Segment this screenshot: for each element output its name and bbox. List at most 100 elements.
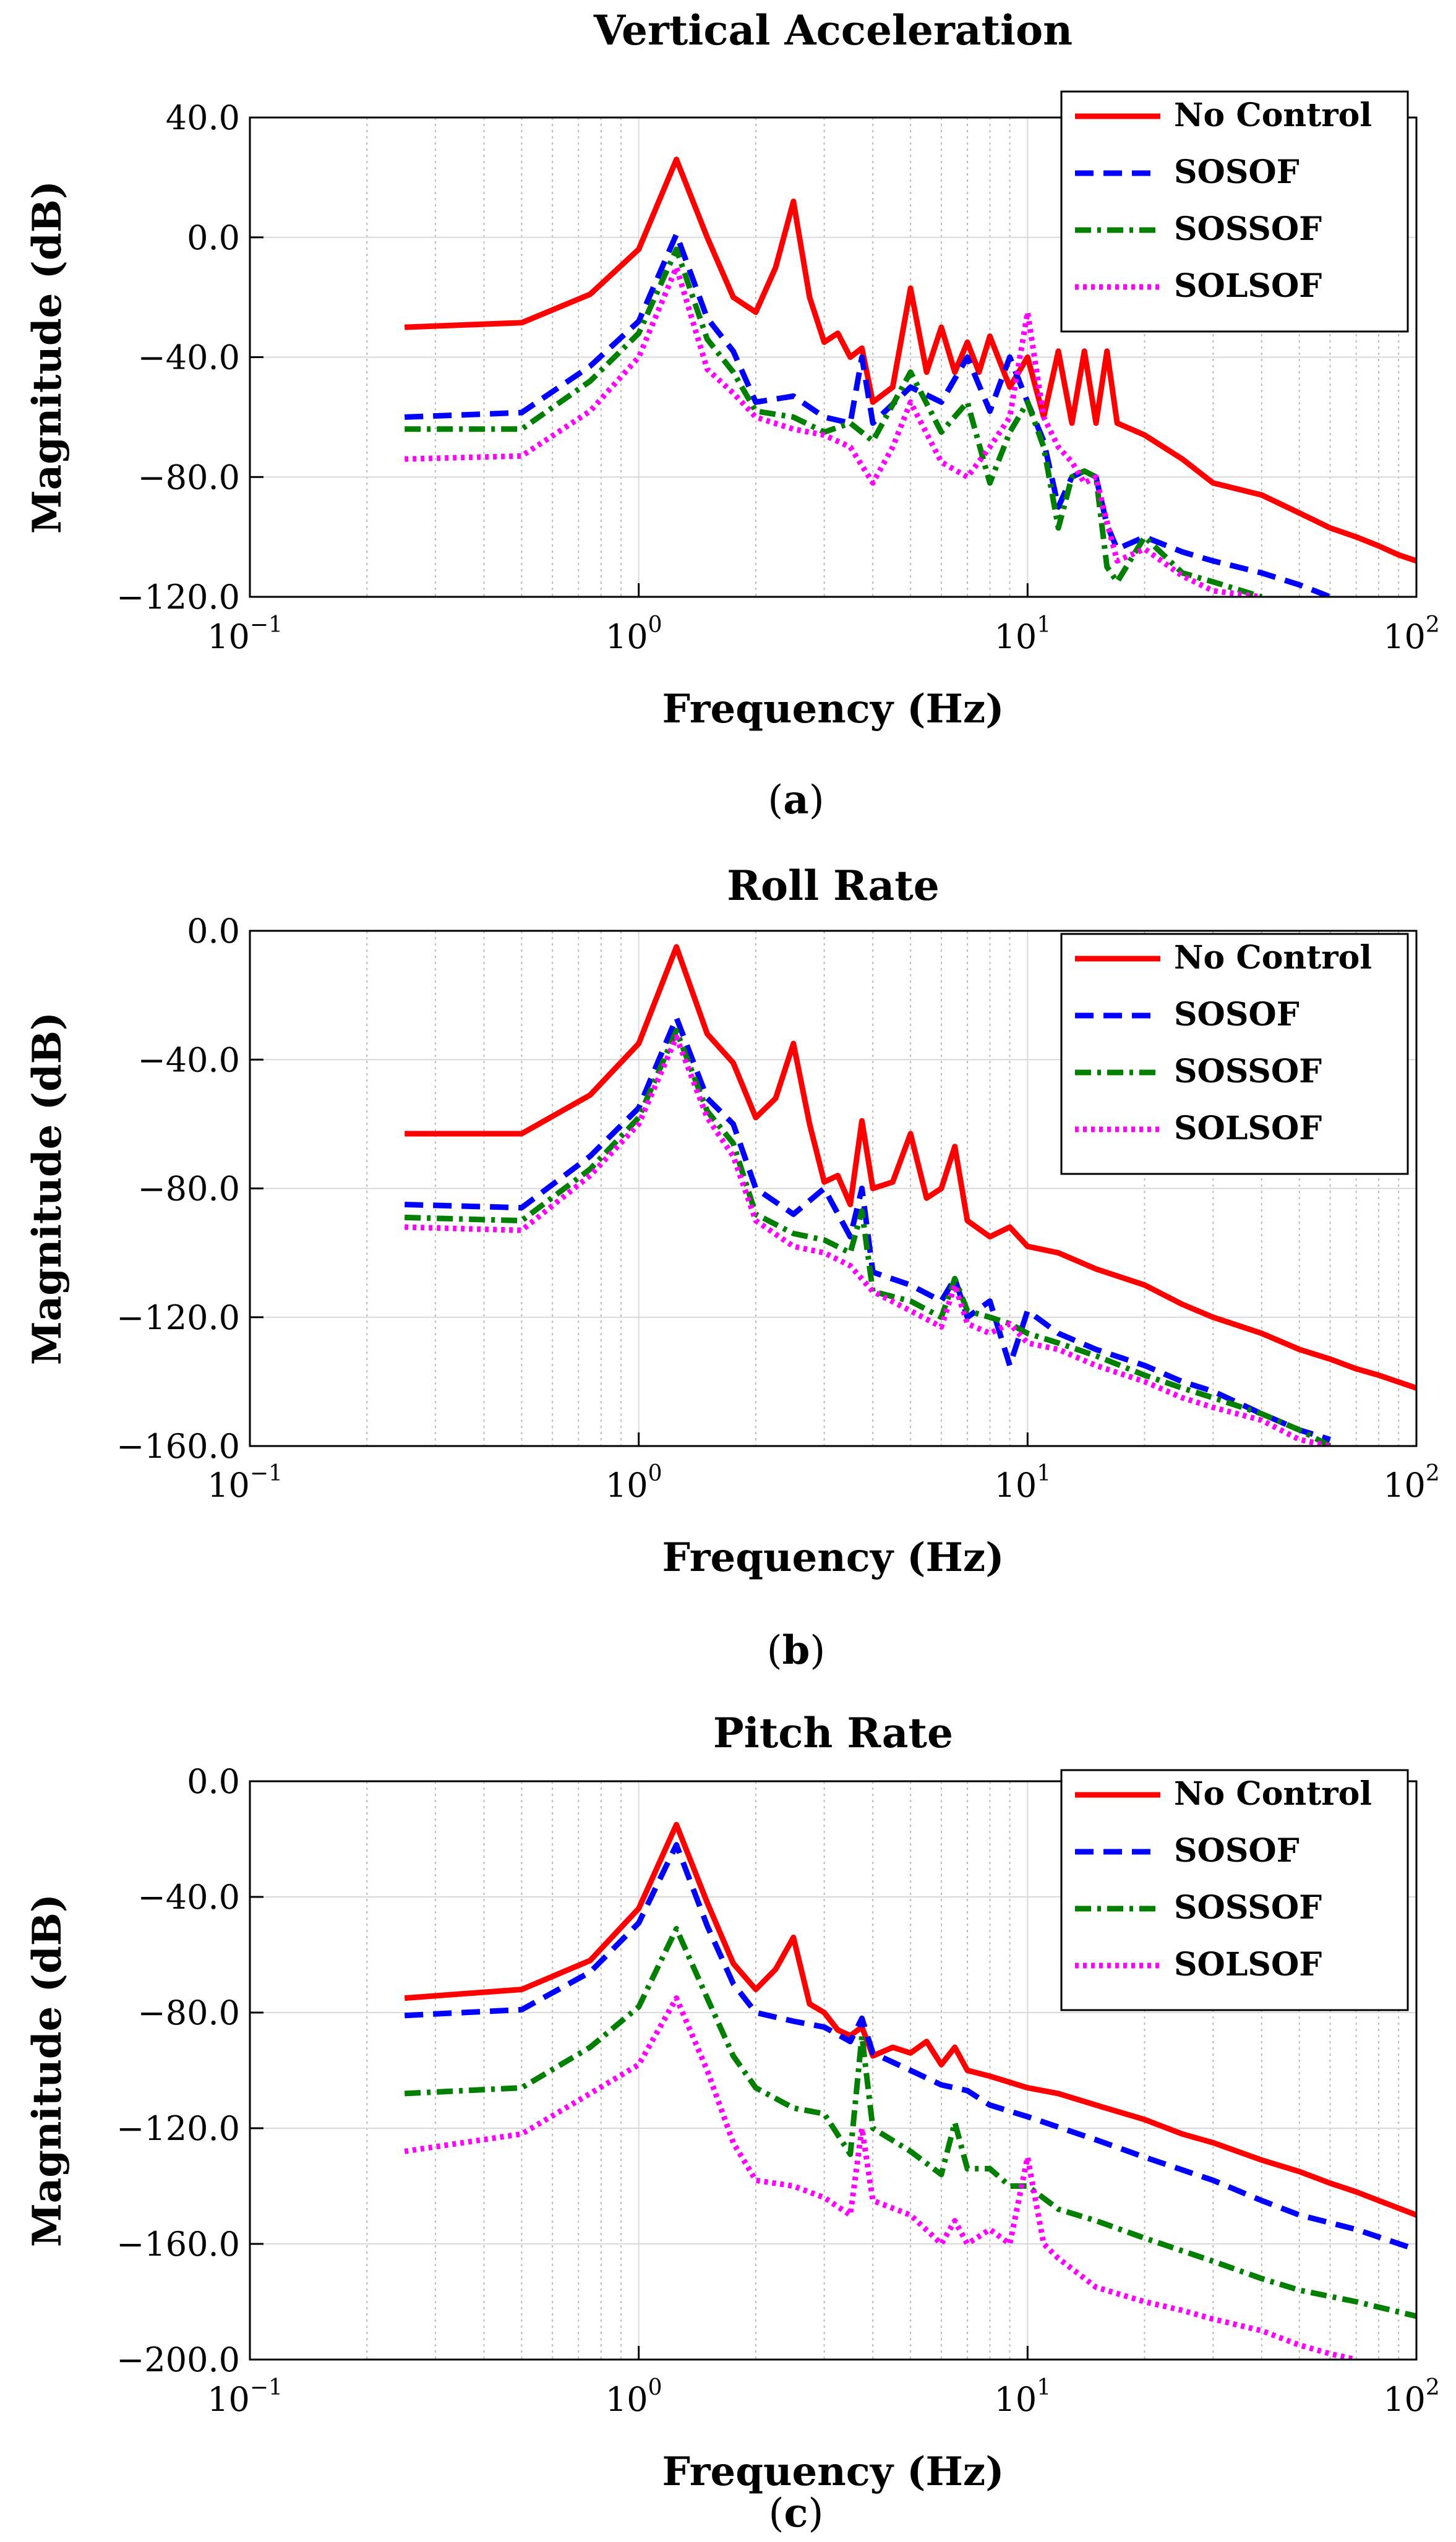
x-tick-base: 10	[1383, 617, 1426, 656]
x-tick-label: 102	[1383, 612, 1440, 656]
x-tick-label: 102	[1383, 1461, 1440, 1505]
legend-label-solsof: SOLSOF	[1174, 1946, 1322, 1984]
chart-title: Vertical Acceleration	[593, 6, 1073, 54]
legend: No Control SOSOF SOSSOF SOLSOF	[1060, 933, 1409, 1175]
x-tick-label: 10−1	[207, 1461, 283, 1505]
legend-label-no-control: No Control	[1174, 1775, 1372, 1813]
x-tick-base: 10	[995, 617, 1037, 656]
caption-close: )	[809, 777, 824, 823]
caption-close: )	[810, 1628, 825, 1674]
panel-caption: (b)	[767, 1627, 826, 1674]
x-tick-label: 101	[995, 612, 1051, 656]
y-axis-label: Magnitude (dB)	[24, 1894, 71, 2247]
series-line-solsof	[405, 1034, 1331, 1446]
y-tick-label: −120.0	[116, 578, 240, 617]
x-tick-label: 100	[606, 612, 662, 656]
x-tick-exponent: 2	[1426, 1461, 1440, 1486]
y-tick-label: −40.0	[138, 338, 240, 377]
legend-label-sossof: SOSSOF	[1174, 1053, 1322, 1090]
legend: No Control SOSOF SOSSOF SOLSOF	[1060, 1769, 1409, 2011]
chart-title: Roll Rate	[727, 862, 940, 910]
legend-label-sosof: SOSOF	[1174, 1832, 1300, 1870]
legend: No Control SOSOF SOSSOF SOLSOF	[1060, 90, 1409, 333]
x-tick-exponent: 0	[648, 612, 662, 638]
caption-open: (	[768, 777, 783, 823]
panel-caption: (a)	[768, 777, 824, 823]
y-tick-label: 0.0	[187, 218, 240, 257]
caption-letter: c	[784, 2490, 808, 2536]
legend-label-sosof: SOSOF	[1174, 996, 1300, 1033]
x-tick-label: 101	[995, 2375, 1051, 2419]
legend-label-solsof: SOLSOF	[1174, 1110, 1322, 1147]
series-group	[405, 156, 1416, 597]
x-tick-exponent: 2	[1426, 2375, 1440, 2400]
x-tick-label: 102	[1383, 2375, 1440, 2419]
x-tick-label: 100	[606, 2375, 662, 2419]
legend-label-sosof: SOSOF	[1174, 153, 1300, 191]
y-tick-label: −200.0	[116, 2340, 240, 2379]
x-axis-label: Frequency (Hz)	[662, 2449, 1004, 2495]
x-tick-label: 101	[995, 1461, 1051, 1505]
legend-box	[1060, 933, 1409, 1175]
y-tick-label: −160.0	[116, 2225, 240, 2264]
caption-open: (	[767, 1628, 782, 1674]
legend-box	[1060, 1769, 1409, 2011]
y-tick-label: −80.0	[138, 1170, 240, 1209]
series-line-sosof	[405, 231, 1332, 597]
legend-box	[1060, 90, 1409, 333]
x-tick-base: 10	[995, 2380, 1037, 2419]
x-tick-base: 10	[1383, 1466, 1426, 1505]
y-tick-label: −80.0	[138, 458, 240, 497]
series-line-solsof	[404, 1995, 1357, 2360]
x-tick-base: 10	[606, 2380, 648, 2419]
y-tick-label: −120.0	[116, 1298, 240, 1337]
y-tick-label: −160.0	[116, 1427, 240, 1466]
legend-label-sossof: SOSSOF	[1174, 1889, 1322, 1927]
series-line-sossof	[404, 1925, 1416, 2319]
x-tick-exponent: 1	[1037, 2375, 1051, 2400]
x-tick-exponent: −1	[250, 1461, 283, 1486]
panel-caption: (c)	[769, 2490, 824, 2536]
y-tick-label: −80.0	[138, 1993, 240, 2032]
caption-letter: b	[782, 1627, 810, 1674]
x-tick-base: 10	[995, 1466, 1037, 1505]
series-line-no-control	[405, 944, 1416, 1391]
x-tick-base: 10	[207, 617, 250, 656]
x-tick-exponent: −1	[250, 2375, 283, 2400]
series-line-no-control	[405, 156, 1416, 564]
chart-pitch-rate: Pitch Rate 0.0 −40.0 −80.0 −120.0 −160.0 −200.…	[24, 1709, 1440, 2536]
x-tick-label: 10−1	[207, 2375, 283, 2419]
series-line-sosof	[404, 1842, 1416, 2253]
x-tick-base: 10	[606, 1466, 648, 1505]
chart-title: Pitch Rate	[713, 1709, 953, 1757]
x-axis-label: Frequency (Hz)	[662, 1534, 1004, 1581]
caption-letter: a	[783, 777, 808, 823]
x-tick-exponent: 1	[1037, 612, 1051, 638]
x-tick-exponent: 0	[648, 2375, 662, 2400]
y-tick-label: 0.0	[187, 912, 240, 951]
caption-open: (	[769, 2491, 784, 2536]
x-tick-base: 10	[207, 2380, 250, 2419]
x-tick-exponent: 2	[1426, 612, 1440, 638]
series-line-sosof	[405, 1015, 1331, 1442]
x-tick-label: 100	[606, 1461, 662, 1505]
chart-vertical-acceleration: Vertical Acceleration 40.0 0.0 −40.0 −80.0 −1…	[24, 6, 1440, 823]
series-line-sossof	[405, 246, 1263, 597]
series-group	[404, 1821, 1416, 2360]
legend-label-no-control: No Control	[1174, 96, 1372, 134]
y-axis-label: Magnitude (dB)	[24, 181, 71, 534]
x-tick-exponent: −1	[250, 612, 283, 638]
y-tick-label: −40.0	[138, 1878, 240, 1917]
x-tick-exponent: 0	[648, 1461, 662, 1486]
legend-label-solsof: SOLSOF	[1174, 267, 1322, 305]
series-group	[405, 944, 1416, 1446]
x-axis-label: Frequency (Hz)	[662, 686, 1004, 732]
legend-label-no-control: No Control	[1174, 939, 1372, 977]
y-tick-label: 0.0	[187, 1762, 240, 1801]
x-tick-label: 10−1	[207, 612, 283, 656]
series-line-sossof	[405, 1027, 1332, 1446]
caption-close: )	[808, 2491, 823, 2536]
y-tick-label: 40.0	[166, 98, 240, 137]
